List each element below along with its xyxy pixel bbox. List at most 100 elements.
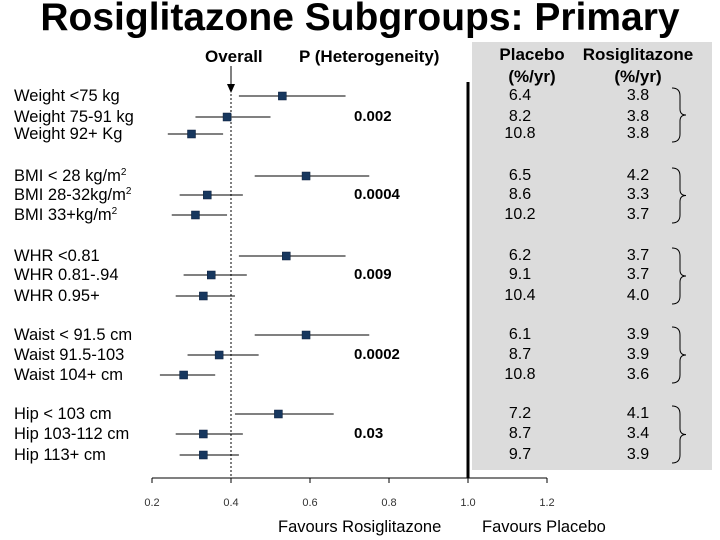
estimate-marker-3-0 [301,330,311,340]
rosiglitazone-rate-4-2: 3.9 [626,446,650,463]
placebo-rate-1-1: 8.6 [508,186,532,203]
group-brace-0 [671,87,687,143]
estimate-marker-2-0 [282,251,291,261]
subgroup-label-text: Waist 91.5-103 [14,346,125,364]
subgroup-label-text: Waist < 91.5 cm [14,326,133,344]
estimate-marker-4-2 [199,450,208,460]
subgroup-label-superscript: 2 [111,206,118,217]
subgroup-label-0-1: Weight 75-91 kg [14,107,134,127]
group-brace-3 [671,326,687,384]
placebo-rate-2-2: 10.4 [504,287,536,304]
placebo-rate-3-2: 10.8 [504,366,536,383]
placebo-rate-3-0: 6.1 [508,326,532,343]
estimate-marker-4-0 [274,409,283,419]
subgroup-label-0-0: Weight <75 kg [14,86,120,106]
x-tick-label-5: 1.2 [539,497,554,509]
p-value-4: 0.03 [354,425,384,442]
subgroup-label-1-2: BMI 33+kg/m2 [14,205,117,225]
p-value-2: 0.009 [354,266,392,283]
x-tick-label-0: 0.2 [144,497,159,509]
subgroup-label-text: Weight 92+ Kg [14,125,123,143]
rosiglitazone-header-line2: (%/yr) [614,67,662,86]
rosiglitazone-rate-3-1: 3.9 [626,346,650,363]
group-brace-1 [671,167,687,224]
favours-rosiglitazone-label: Favours Rosiglitazone [278,518,442,536]
overall-arrow-head [227,84,235,93]
subgroup-label-text: Hip < 103 cm [14,405,112,423]
placebo-rate-0-2: 10.8 [504,125,536,142]
placebo-rate-3-1: 8.7 [508,346,532,363]
rosiglitazone-rate-1-0: 4.2 [626,167,650,184]
subgroup-label-superscript: 2 [120,167,127,178]
placebo-rate-1-0: 6.5 [508,167,532,184]
placebo-rate-2-1: 9.1 [508,266,532,283]
subgroup-label-1-0: BMI < 28 kg/m2 [14,166,126,186]
subgroup-label-1-1: BMI 28-32kg/m2 [14,185,131,205]
rates-panel [472,42,712,470]
favours-placebo-label: Favours Placebo [482,518,606,536]
placebo-rate-0-1: 8.2 [508,108,532,125]
rosiglitazone-rate-2-2: 4.0 [626,287,650,304]
rosiglitazone-rate-2-1: 3.7 [626,266,650,283]
subgroup-label-text: BMI 28-32kg/m [14,186,126,204]
subgroup-label-text: BMI < 28 kg/m [14,167,121,185]
subgroup-label-3-2: Waist 104+ cm [14,365,123,385]
estimate-marker-0-2 [187,129,196,139]
estimate-marker-2-1 [207,270,216,280]
subgroup-label-4-2: Hip 113+ cm [14,445,106,465]
subgroup-label-2-0: WHR <0.81 [14,246,100,266]
p-value-3: 0.0002 [354,346,400,363]
placebo-header: Placebo (%/yr) [482,44,582,88]
rosiglitazone-rate-0-2: 3.8 [626,125,650,142]
subgroup-label-text: Weight <75 kg [14,87,120,105]
estimate-marker-4-1 [199,429,208,439]
group-brace-4 [671,405,687,464]
p-value-1: 0.0004 [354,186,400,203]
subgroup-label-2-1: WHR 0.81-.94 [14,265,119,285]
estimate-marker-1-2 [191,210,200,220]
subgroup-label-2-2: WHR 0.95+ [14,286,100,306]
rosiglitazone-rate-1-2: 3.7 [626,206,650,223]
subgroup-label-text: WHR 0.81-.94 [14,266,119,284]
subgroup-label-text: Hip 103-112 cm [14,425,130,443]
subgroup-label-3-1: Waist 91.5-103 [14,345,124,365]
rosiglitazone-rate-4-1: 3.4 [626,425,650,442]
subgroup-label-0-2: Weight 92+ Kg [14,124,122,144]
subgroup-label-text: Weight 75-91 kg [14,108,134,126]
estimate-marker-2-2 [199,291,208,301]
estimate-marker-1-1 [203,190,212,200]
placebo-rate-2-0: 6.2 [508,247,532,264]
rosiglitazone-rate-3-2: 3.6 [626,366,650,383]
estimate-marker-1-0 [301,171,311,181]
rosiglitazone-rate-3-0: 3.9 [626,326,650,343]
page-title: Rosiglitazone Subgroups: Primary [40,0,680,39]
rosiglitazone-rate-1-1: 3.3 [626,186,650,203]
overall-header: Overall [205,47,263,66]
subgroup-label-text: BMI 33+kg/m [14,206,112,224]
placebo-header-line2: (%/yr) [508,67,556,86]
subgroup-label-3-0: Waist < 91.5 cm [14,325,132,345]
placebo-header-line1: Placebo [499,45,565,64]
x-tick-label-3: 0.8 [381,497,396,509]
subgroup-label-text: WHR 0.95+ [14,287,100,305]
rosiglitazone-rate-0-0: 3.8 [626,87,650,104]
rosiglitazone-rate-2-0: 3.7 [626,247,650,264]
p-value-0: 0.002 [354,108,392,125]
estimate-marker-0-1 [222,112,232,122]
placebo-rate-4-1: 8.7 [508,425,532,442]
rosiglitazone-header: Rosiglitazone (%/yr) [578,44,698,88]
estimate-marker-3-2 [179,370,188,380]
estimate-marker-3-1 [214,350,224,360]
rosiglitazone-rate-4-0: 4.1 [626,405,650,422]
subgroup-label-text: WHR <0.81 [14,247,100,265]
placebo-rate-4-0: 7.2 [508,405,532,422]
placebo-rate-0-0: 6.4 [508,87,532,104]
subgroup-label-4-1: Hip 103-112 cm [14,424,129,444]
rosiglitazone-rate-0-1: 3.8 [626,108,650,125]
x-tick-label-2: 0.6 [302,497,317,509]
x-tick-label-1: 0.4 [223,497,238,509]
subgroup-label-text: Hip 113+ cm [14,446,106,464]
x-tick-label-4: 1.0 [460,497,475,509]
subgroup-label-4-0: Hip < 103 cm [14,404,112,424]
